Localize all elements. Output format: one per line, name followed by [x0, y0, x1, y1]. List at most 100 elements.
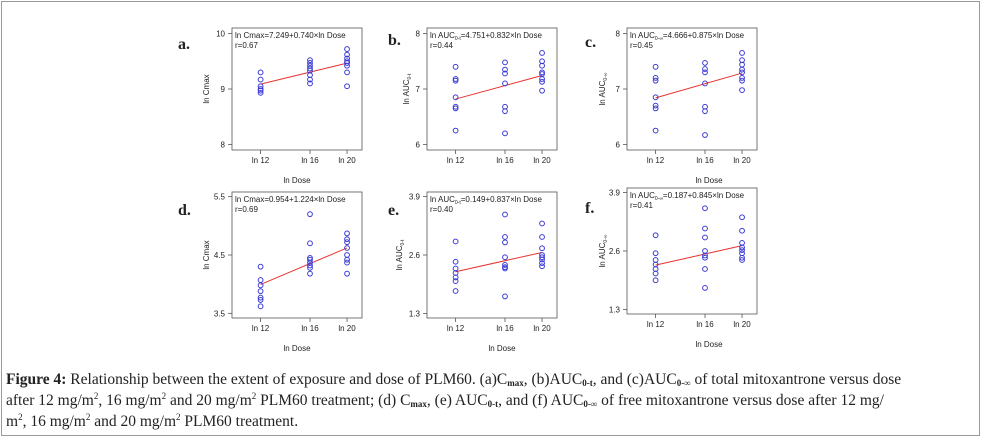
- data-point: [452, 288, 459, 294]
- y-tick-label: 2.6: [409, 251, 421, 260]
- data-point: [307, 57, 313, 64]
- correlation-r: r=0.44: [430, 41, 453, 50]
- data-point: [344, 270, 350, 277]
- data-point: [539, 78, 545, 85]
- data-point: [502, 254, 508, 261]
- x-tick-label: ln 12: [647, 320, 665, 329]
- data-point: [307, 270, 313, 277]
- equation-rest: =4.751+0.832×ln Dose: [461, 31, 543, 40]
- x-tick-label: ln 16: [696, 320, 714, 329]
- x-tick-label: ln 12: [647, 156, 665, 165]
- data-point: [539, 220, 545, 227]
- regression-line: [455, 75, 543, 100]
- data-point: [257, 89, 264, 96]
- x-tick-label: ln 16: [301, 156, 319, 165]
- equation-main: ln Cmax=0.954+1.224×ln Dose: [235, 195, 346, 204]
- data-point: [739, 247, 745, 254]
- figure-plots: a. 8 9 10 ln 12 ln 16 ln 20 ln Dose ln Cmax ln Cm…: [178, 27, 758, 353]
- x-tick-label: ln 20: [733, 320, 751, 329]
- correlation-r: r=0.67: [235, 41, 258, 50]
- y-tick-label: 5.5: [214, 193, 226, 202]
- data-point: [739, 257, 745, 263]
- y-tick-label: 8: [616, 30, 621, 39]
- data-point: [307, 262, 313, 269]
- y-tick-label: 4.5: [214, 251, 226, 260]
- y-tick-label: 3.9: [409, 193, 421, 202]
- chart-panel-a: a. 8 9 10 ln 12 ln 16 ln 20 ln Dose ln Cmax ln Cm…: [178, 27, 363, 185]
- data-point: [344, 245, 350, 251]
- y-axis-label-main: ln AUC: [598, 242, 607, 267]
- data-point: [452, 278, 459, 285]
- data-point: [452, 77, 459, 84]
- data-point: [702, 66, 708, 72]
- panel-label: c.: [585, 34, 596, 51]
- data-point: [502, 262, 508, 268]
- x-tick-label: ln 16: [496, 324, 514, 333]
- data-point: [702, 225, 708, 232]
- data-point: [539, 245, 545, 252]
- data-point: [652, 105, 659, 112]
- data-point: [739, 75, 745, 81]
- correlation-r: r=0.40: [430, 205, 453, 214]
- data-point: [344, 259, 350, 266]
- x-tick-label: ln 20: [533, 156, 551, 165]
- y-axis-label-main: ln Cmax: [202, 74, 211, 103]
- regression-equation: ln Cmax=0.954+1.224×ln Dose: [235, 195, 346, 204]
- data-point: [739, 227, 745, 234]
- data-point: [502, 59, 508, 66]
- data-point: [702, 234, 708, 241]
- data-point: [702, 266, 708, 272]
- y-axis-label: ln AUC0-t: [395, 239, 406, 270]
- data-point: [539, 50, 545, 56]
- data-point: [344, 239, 350, 246]
- data-point: [452, 274, 459, 281]
- x-axis-label: ln Dose: [283, 344, 311, 353]
- equation-main: ln Cmax=7.249+0.740×ln Dose: [235, 31, 346, 40]
- data-point: [307, 264, 313, 271]
- data-point: [502, 108, 508, 115]
- data-point: [344, 83, 350, 90]
- x-tick-label: ln 20: [338, 324, 356, 333]
- data-point: [452, 127, 459, 134]
- caption-line-2: after 12 mg/m2, 16 mg/m2 and 20 mg/m2 PL…: [6, 391, 884, 410]
- regression-line: [655, 245, 743, 266]
- data-point: [539, 256, 545, 263]
- data-point: [452, 63, 459, 70]
- data-point: [257, 294, 264, 301]
- y-axis-label: ln Cmax: [202, 240, 211, 269]
- data-point: [502, 70, 508, 77]
- data-point: [307, 65, 313, 72]
- y-axis-label-subscript: 0-∞: [603, 234, 609, 242]
- data-point: [502, 293, 508, 300]
- data-point: [307, 240, 313, 247]
- data-point: [452, 238, 459, 245]
- data-point: [702, 132, 708, 138]
- data-point: [539, 263, 545, 270]
- y-axis-label-subscript: 0-t: [407, 73, 413, 79]
- data-point: [702, 285, 708, 291]
- data-point: [702, 254, 708, 261]
- y-axis-label-main: ln AUC: [598, 80, 607, 105]
- x-tick-label: ln 12: [252, 324, 270, 333]
- regression-equation: ln AUC0-∞=0.187+0.845×ln Dose: [630, 191, 745, 202]
- data-point: [502, 211, 508, 218]
- x-tick-label: ln 20: [733, 156, 751, 165]
- data-point: [307, 76, 313, 83]
- data-point: [344, 69, 350, 76]
- chart-panel-d: d. 3.5 4.5 5.5 ln 12 ln 16 ln 20 ln Dose ln Cmax…: [178, 191, 363, 353]
- y-axis-label: ln Cmax: [202, 74, 211, 103]
- data-point: [344, 60, 350, 66]
- data-point: [502, 265, 508, 272]
- regression-equation: ln AUC0-∞=4.666+0.875×ln Dose: [630, 31, 745, 42]
- y-axis-label-subscript: 0-t: [400, 239, 406, 245]
- equation-subscript: 0-∞: [655, 196, 663, 202]
- equation-subscript: 0-∞: [655, 36, 663, 42]
- data-point: [307, 80, 313, 87]
- data-point: [257, 303, 264, 310]
- x-tick-label: ln 16: [301, 324, 319, 333]
- x-tick-label: ln 12: [252, 156, 270, 165]
